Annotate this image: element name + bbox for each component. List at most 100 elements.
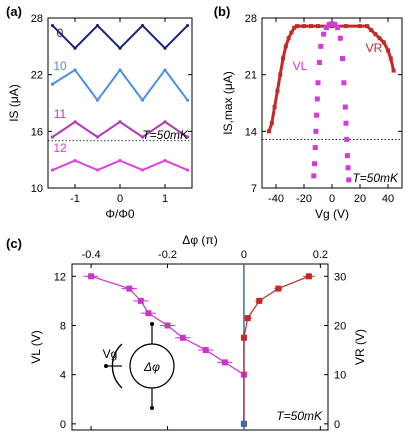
panel-a-xlabel: Φ/Φ0	[105, 207, 134, 221]
panel-a-series-label: 11	[54, 107, 67, 121]
panel-b-vl-point	[337, 35, 343, 41]
panel-a-series-label: 10	[53, 59, 67, 73]
panel-b-vr-label: VR	[366, 41, 383, 55]
panel-b-vr-point	[281, 56, 285, 61]
panel-b-vr-point	[388, 56, 393, 61]
panel-a-point	[73, 120, 77, 124]
panel-a-point	[140, 98, 145, 102]
panel-b-vl-point	[323, 25, 329, 31]
device-top-terminal	[150, 322, 154, 326]
panel-b-ytick-label: 21	[245, 70, 257, 82]
panel-c-ylabel-left: VL (V)	[29, 330, 43, 364]
panel-b-vr-point	[386, 48, 390, 53]
panel-b-vl-point	[316, 60, 322, 66]
panel-c-vl-point	[126, 285, 133, 292]
panel-b-vr-point	[289, 30, 294, 35]
panel-b-vl-point	[346, 177, 352, 183]
panel-b-vl-point	[313, 128, 319, 134]
device-phase-label: Δφ	[143, 360, 160, 374]
panel-a-point	[118, 159, 122, 163]
panel-a-point	[50, 168, 55, 172]
panel-c-vl-point	[202, 347, 209, 354]
panel-c-vr-point	[244, 315, 251, 322]
panel-c-label: (c)	[6, 236, 22, 251]
panel-c-ytick-left-label: 12	[54, 271, 66, 283]
panel-a-point	[118, 68, 122, 72]
panel-b-vr-point	[283, 44, 288, 49]
panel-c-xtick-label: 0.2	[313, 249, 328, 261]
panel-c-zero-point	[240, 420, 247, 427]
panel-b-vl-point	[314, 112, 320, 118]
panel-b-vr-point	[309, 24, 313, 29]
panel-b-xtick-label: 20	[354, 193, 366, 205]
panel-b-vr-point	[272, 105, 277, 110]
panel-c-ytick-right-label: 10	[334, 370, 346, 382]
panel-c-vr-point	[305, 273, 312, 280]
panel-b-xtick-label: 40	[382, 193, 394, 205]
panel-c-vr-point	[240, 334, 247, 341]
panel-c-vl-point	[179, 334, 186, 341]
panel-b-ytick-label: 7	[251, 183, 257, 195]
panel-a-point	[185, 23, 190, 28]
panel-b-vl-point	[329, 21, 335, 27]
panel-a-point	[140, 168, 145, 172]
panel-c-vr-point	[275, 285, 282, 292]
panel-a-point	[163, 46, 167, 50]
panel-a-ytick-label: 16	[31, 126, 43, 138]
panel-b-vl-point	[344, 153, 350, 159]
panel-c-vl-point	[145, 310, 152, 317]
panel-c-vl-point	[164, 322, 171, 329]
panel-a-point	[73, 159, 77, 163]
panel-b-vr-point	[377, 36, 382, 41]
panel-a-xtick-label: 0	[117, 193, 123, 205]
device-gate-label: Vg	[103, 347, 118, 361]
panel-b-vr-point	[269, 121, 274, 126]
panel-b-annotation: T=50mK	[352, 171, 399, 185]
panel-b-vr-point	[292, 25, 297, 30]
panel-c-ytick-left-label: 0	[60, 419, 66, 431]
panel-a-point	[73, 68, 77, 72]
panel-b-vr-point	[302, 24, 306, 29]
panel-a-point	[163, 68, 167, 72]
panel-a-point	[185, 98, 190, 102]
panel-c-ytick-left-label: 4	[60, 370, 66, 382]
panel-a-xtick-label: 1	[162, 193, 168, 205]
panel-a-point	[95, 168, 100, 172]
panel-a-point	[163, 159, 167, 163]
panel-b-vl-point	[343, 120, 349, 126]
panel-a-series-label: 12	[53, 141, 67, 155]
panel-a-point	[95, 135, 100, 139]
device-gate-terminal	[104, 364, 108, 368]
panel-a-point	[73, 46, 77, 50]
panel-a-point	[118, 120, 122, 124]
panel-b-xtick-label: -40	[268, 193, 284, 205]
panel-c-frame	[71, 263, 329, 431]
panel-b-vl-point	[321, 31, 327, 37]
panel-a-point	[50, 82, 55, 86]
panel-a-xtick-label: -1	[70, 193, 80, 205]
panel-b-vr-point	[316, 24, 320, 29]
panel-b-vl-point	[315, 80, 321, 86]
panel-b-vl-point	[314, 96, 320, 102]
panel-b-vr-point	[358, 24, 362, 29]
panel-c-xtick-label: -0.2	[158, 249, 177, 261]
panel-a-point	[50, 135, 55, 139]
panel-c-annotation: T=50mK	[276, 409, 323, 423]
panel-b-vl-point	[342, 104, 348, 110]
panel-b-vl-point	[344, 136, 350, 142]
panel-a-point	[95, 98, 100, 102]
panel-b-vr-point	[373, 32, 378, 37]
panel-c-vl-point	[221, 359, 228, 366]
panel-a-series-line	[51, 68, 189, 102]
panel-b-xtick-label: -20	[296, 193, 312, 205]
panel-c-ytick-right-label: 0	[334, 419, 340, 431]
panel-b-vl-point	[335, 25, 341, 31]
panel-b-vr-point	[344, 24, 348, 29]
panel-b-ylabel: IS,max (μA)	[221, 71, 235, 135]
panel-b-vl-point	[340, 55, 345, 61]
panel-b-vl-point	[326, 21, 332, 27]
panel-c-xlabel: Δφ (π)	[182, 233, 217, 247]
panel-b-vr-point	[391, 68, 396, 73]
panel-b-vr-point	[381, 40, 386, 45]
panel-a-point	[50, 23, 55, 28]
